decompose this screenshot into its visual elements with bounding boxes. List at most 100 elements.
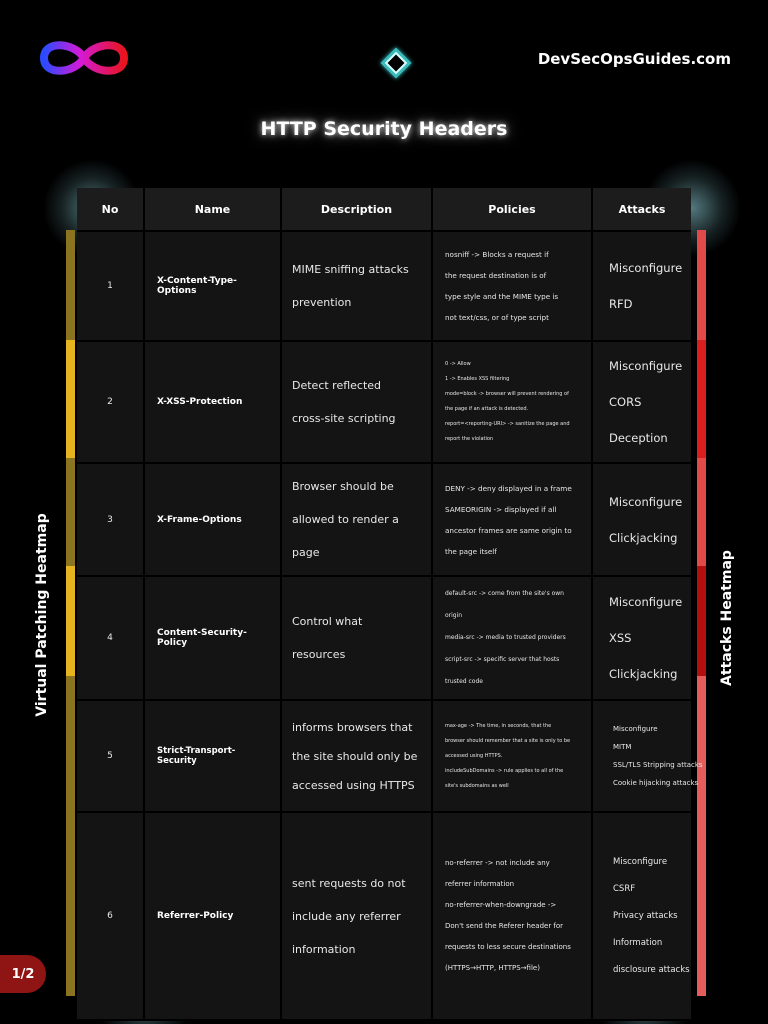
header-policies: default-src -> come from the site's own … [432,576,593,701]
policy-line: 1 -> Enables XSS filtering [445,376,510,382]
header-name: X-Content-Type-Options [144,231,282,342]
page-indicator: 1/2 [0,955,46,993]
description-line: Detect reflected [292,379,382,392]
heat-right-segment [697,566,706,676]
policy-line: referrer information [445,880,515,888]
description-line: cross-site scripting [292,412,396,425]
header-name: X-Frame-Options [144,463,282,577]
attack-item: SSL/TLS Stripping attacks [613,761,703,769]
policy-line: trusted code [445,678,483,685]
header-policies: nosniff -> Blocks a request if the reque… [432,231,593,342]
description-line: informs browsers that [292,720,413,734]
header-attacks: Misconfigure Clickjacking [592,463,691,577]
attack-item: Misconfigure [609,494,683,509]
table-row: 2 X-XSS-Protection Detect reflected cros… [77,341,691,464]
table-row: 4 Content-Security-Policy Control what r… [77,576,691,701]
policy-line: browser should remember that a site is o… [445,737,571,744]
heat-left-segment [66,788,75,996]
policy-line: report the violation [445,436,494,442]
row-number: 6 [77,812,145,1021]
page-title: HTTP Security Headers [260,118,508,140]
policy-line: 0 -> Allow [445,361,471,367]
policy-line: max-age -> The time, in seconds, that th… [445,722,552,729]
attack-item: disclosure attacks [613,964,690,975]
header-attacks: Misconfigure CSRF Privacy attacks Inform… [592,812,691,1021]
column-header-description: Description [281,188,433,232]
header-description: sent requests do not include any referre… [281,812,433,1021]
description-line: sent requests do not [292,876,406,890]
description-line: include any referrer [292,909,401,923]
attack-item: Clickjacking [609,530,678,545]
attacks-heatmap-label: Attacks Heatmap [719,550,735,686]
policy-line: the page itself [445,546,497,556]
description-line: MIME sniffing attacks [292,263,409,276]
description-line: accessed using HTTPS [292,778,415,792]
attack-item: Privacy attacks [613,910,678,921]
heat-left-segment [66,676,75,788]
description-line: allowed to render a page [292,513,399,559]
table-row: 5 Strict-Transport-Security informs brow… [77,700,703,813]
heat-left-segment [66,458,75,566]
column-header-name: Name [144,188,282,232]
policy-line: DENY -> deny displayed in a frame [445,483,572,493]
header-policies: no-referrer -> not include any referrer … [432,812,593,1021]
policy-line: not text/css, or of type script [445,313,549,322]
virtual-patching-heatmap-label: Virtual Patching Heatmap [34,513,50,717]
policy-line: nosniff -> Blocks a request if [445,250,549,259]
attack-item: Misconfigure [613,725,658,733]
policy-line: (HTTPS→HTTP, HTTPS→file) [445,964,540,972]
attack-item: Misconfigure [609,359,683,373]
description-line: Control what [292,615,363,628]
attack-item: Information [613,937,663,948]
policy-line: SAMEORIGIN -> displayed if all [445,504,557,514]
header-policies: DENY -> deny displayed in a frame SAMEOR… [432,463,593,577]
header-description: MIME sniffing attacks prevention [281,231,433,342]
attack-item: CSRF [613,883,636,894]
policy-line: includeSubDomains -> rule applies to all… [445,767,564,774]
attack-item: XSS [609,631,632,645]
policy-line: default-src -> come from the site's own [445,590,564,597]
description-line: Browser should be [292,480,394,493]
policy-line: script-src -> specific server that hosts [445,656,560,663]
header-name: Referrer-Policy [144,812,282,1021]
description-line: resources [292,648,346,661]
header-policies: max-age -> The time, in seconds, that th… [432,700,593,813]
description-line: prevention [292,296,352,309]
header-description: Detect reflected cross-site scripting [281,341,433,464]
policy-line: origin [445,612,463,619]
policy-line: type style and the MIME type is [445,292,559,301]
table-row: 3 X-Frame-Options Browser should be allo… [77,463,691,577]
policy-line: Don't send the Referer header for [445,922,564,930]
header-name: Strict-Transport-Security [144,700,282,813]
attack-item: Misconfigure [609,261,683,275]
attacks-heatmap-bar [697,230,706,996]
row-number: 4 [77,576,145,701]
policy-line: no-referrer -> not include any [445,859,550,867]
policy-line: site's subdomains as well [445,782,509,789]
header-policies: 0 -> Allow 1 -> Enables XSS filtering mo… [432,341,593,464]
heat-right-segment [697,788,706,996]
policy-line: ancestor frames are same origin to [445,525,572,535]
header-description: informs browsers that the site should on… [281,700,433,813]
attack-item: RFD [609,297,633,311]
heat-right-segment [697,676,706,788]
attack-item: CORS [609,395,642,409]
heat-right-segment [697,340,706,458]
policy-line: media-src -> media to trusted providers [445,634,566,641]
row-number: 3 [77,463,145,577]
table-row: 1 X-Content-Type-Options MIME sniffing a… [77,231,691,342]
site-name: DevSecOpsGuides.com [537,50,731,68]
policy-line: the request destination is of [445,271,547,280]
attack-item: Deception [609,431,668,445]
policy-line: requests to less secure destinations [445,943,571,951]
heat-left-segment [66,230,75,340]
header-name: Content-Security-Policy [144,576,282,701]
heat-right-segment [697,458,706,566]
description-line: the site should only be [292,749,418,763]
column-header-no: No [77,188,145,232]
attack-item: Clickjacking [609,667,678,681]
column-header-policies: Policies [432,188,593,232]
diamond-logo-icon [380,47,412,79]
heat-left-segment [66,566,75,676]
heat-right-segment [697,230,706,340]
